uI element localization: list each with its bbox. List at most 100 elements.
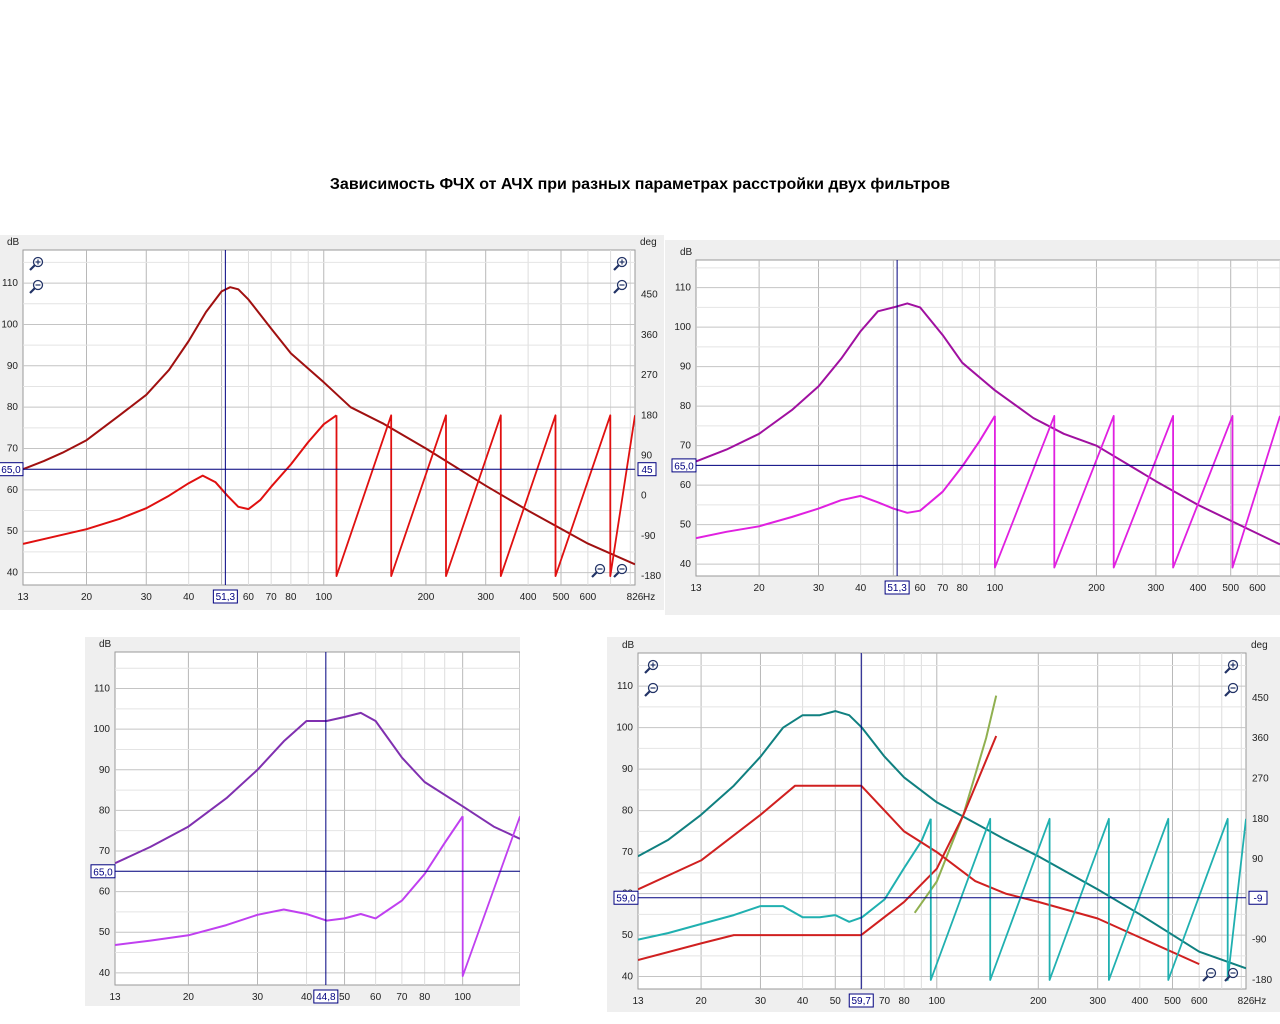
phase-curve[interactable] <box>23 414 338 545</box>
magnitude-curve[interactable] <box>638 710 1246 970</box>
zoom-x-out-icon[interactable] <box>591 563 606 578</box>
phase-curve[interactable] <box>115 815 464 946</box>
y2-tick-label: 90 <box>1252 854 1264 865</box>
zoom-out-icon[interactable] <box>644 682 659 697</box>
plot-area[interactable] <box>114 651 520 986</box>
x-tick-label: 70 <box>937 583 949 594</box>
y-tick-label: 90 <box>622 764 634 775</box>
x-tick-label: 300 <box>1089 996 1106 1007</box>
y-tick-label: 100 <box>616 723 633 734</box>
cursor-y-box[interactable] <box>613 890 639 905</box>
cursor-x-box[interactable] <box>313 989 339 1004</box>
phase-curve[interactable] <box>638 818 932 941</box>
y2-tick-label: 360 <box>1252 733 1269 744</box>
target-lower-curve[interactable] <box>638 735 998 961</box>
y2-tick-label: 270 <box>641 370 658 381</box>
x-tick-label: 50 <box>339 992 351 1003</box>
y-tick-label: 110 <box>2 278 18 289</box>
x-tick-label: 400 <box>520 592 537 603</box>
target-upper-curve[interactable] <box>638 784 1200 966</box>
x-grid <box>758 260 1280 576</box>
magnitude-curve[interactable] <box>115 711 520 865</box>
x-tick-label: 70 <box>879 996 891 1007</box>
zoom-x-out-right-icon[interactable] <box>1224 967 1239 982</box>
zoom-x-out-right-icon[interactable] <box>613 563 628 578</box>
phase-wrap-curve[interactable] <box>993 414 1280 569</box>
x-tick-label: 200 <box>1088 583 1105 594</box>
x-tick-label: 20 <box>754 583 766 594</box>
plot-curves <box>638 695 1246 981</box>
y2-tick-label: 360 <box>641 330 658 341</box>
y2-tick-label: -90 <box>641 531 656 542</box>
cursor-y2-readout: -9 <box>1254 894 1263 905</box>
x-tick-label: 60 <box>370 992 382 1003</box>
phase-wrap-curve[interactable] <box>461 815 520 978</box>
cursor-x-box[interactable] <box>848 993 874 1008</box>
y2-tick-label: -180 <box>1252 975 1272 986</box>
y-tick-label: 60 <box>99 887 111 898</box>
x-tick-label: 40 <box>183 592 195 603</box>
y2-axis-unit: deg <box>640 237 657 248</box>
y-tick-label: 90 <box>7 361 19 372</box>
phase-curve[interactable] <box>696 415 996 540</box>
phase-wrap-curve[interactable] <box>335 414 636 578</box>
y-tick-label: 50 <box>99 927 111 938</box>
y-tick-label: 100 <box>1 319 18 330</box>
plot-area[interactable] <box>695 259 1280 577</box>
y-tick-label: 110 <box>94 684 110 695</box>
y-tick-label: 60 <box>7 485 19 496</box>
y-tick-label: 40 <box>99 968 111 979</box>
zoom-out-icon[interactable] <box>29 279 44 294</box>
cursor-y-box[interactable] <box>0 462 24 477</box>
zoom-x-out-icon-handle <box>591 571 598 578</box>
x-axis-unit: Hz <box>1254 996 1266 1007</box>
cursor-y2-box[interactable] <box>1248 890 1268 905</box>
y-tick-label: 50 <box>680 520 692 531</box>
zoom-in-right-icon[interactable] <box>613 256 628 271</box>
x-tick-label: 100 <box>454 992 471 1003</box>
cursor-x-box[interactable] <box>884 580 910 595</box>
cursor-y-readout: 59,0 <box>616 894 636 905</box>
plot-area[interactable] <box>637 652 1247 990</box>
zoom-out-icon-handle <box>29 287 36 294</box>
zoom-in-icon[interactable] <box>29 256 44 271</box>
x-tick-label: 20 <box>696 996 708 1007</box>
plot-area[interactable] <box>22 249 636 586</box>
zoom-in-icon-handle <box>644 667 651 674</box>
zoom-in-icon[interactable] <box>644 659 659 674</box>
x-tick-label: 30 <box>813 583 825 594</box>
plot-curves <box>696 302 1280 569</box>
x-tick-label: 40 <box>797 996 809 1007</box>
y-tick-label: 100 <box>674 322 691 333</box>
zoom-out-right-icon[interactable] <box>1224 682 1239 697</box>
cursor-y2-readout: 45 <box>641 465 653 476</box>
x-tick-label: 40 <box>855 583 867 594</box>
cursor-x-readout: 44,8 <box>316 992 336 1003</box>
chart-1[interactable]: 40 50 60 70 80 90 100 110 -180 -90 0 90 180 270 360 450… <box>0 235 664 610</box>
phase-wrap-curve[interactable] <box>929 817 1246 981</box>
zoom-in-right-icon-handle <box>1224 667 1231 674</box>
y2-tick-label: 270 <box>1252 773 1269 784</box>
chart-panel-4: 405060708090100110-180-90090180270360450… <box>607 637 1280 1012</box>
x-tick-label: 30 <box>141 592 153 603</box>
zoom-x-out-icon[interactable] <box>1202 967 1217 982</box>
y-tick-label: 70 <box>99 846 111 857</box>
y-tick-label: 90 <box>99 765 111 776</box>
y-tick-label: 50 <box>7 526 19 537</box>
cursor-y2-box[interactable] <box>637 462 657 477</box>
x-axis-unit: Hz <box>643 592 655 603</box>
x-tick-label: 50 <box>830 996 842 1007</box>
zoom-in-right-icon[interactable] <box>1224 659 1239 674</box>
y-tick-label: 110 <box>617 681 633 692</box>
x-tick-label: 826 <box>627 592 644 603</box>
cursor-x-box[interactable] <box>212 589 238 604</box>
magnitude-curve[interactable] <box>696 302 1280 546</box>
y2-tick-label: 450 <box>1252 693 1269 704</box>
cursor-y-box[interactable] <box>90 864 116 879</box>
cursor-y-box[interactable] <box>671 458 697 473</box>
zoom-out-right-icon[interactable] <box>613 279 628 294</box>
chart-3[interactable]: 40 50 60 70 80 90 100 110 13 20 30 40 50 60 70 80 100 dB 4… <box>85 637 520 1006</box>
chart-2[interactable]: 40 50 60 70 80 90 100 110 13 20 30 40 60 70 80 100 200 30… <box>665 240 1280 615</box>
chart-4[interactable]: 405060708090100110-180-90090180270360450… <box>607 637 1280 1012</box>
y-tick-label: 80 <box>680 401 692 412</box>
